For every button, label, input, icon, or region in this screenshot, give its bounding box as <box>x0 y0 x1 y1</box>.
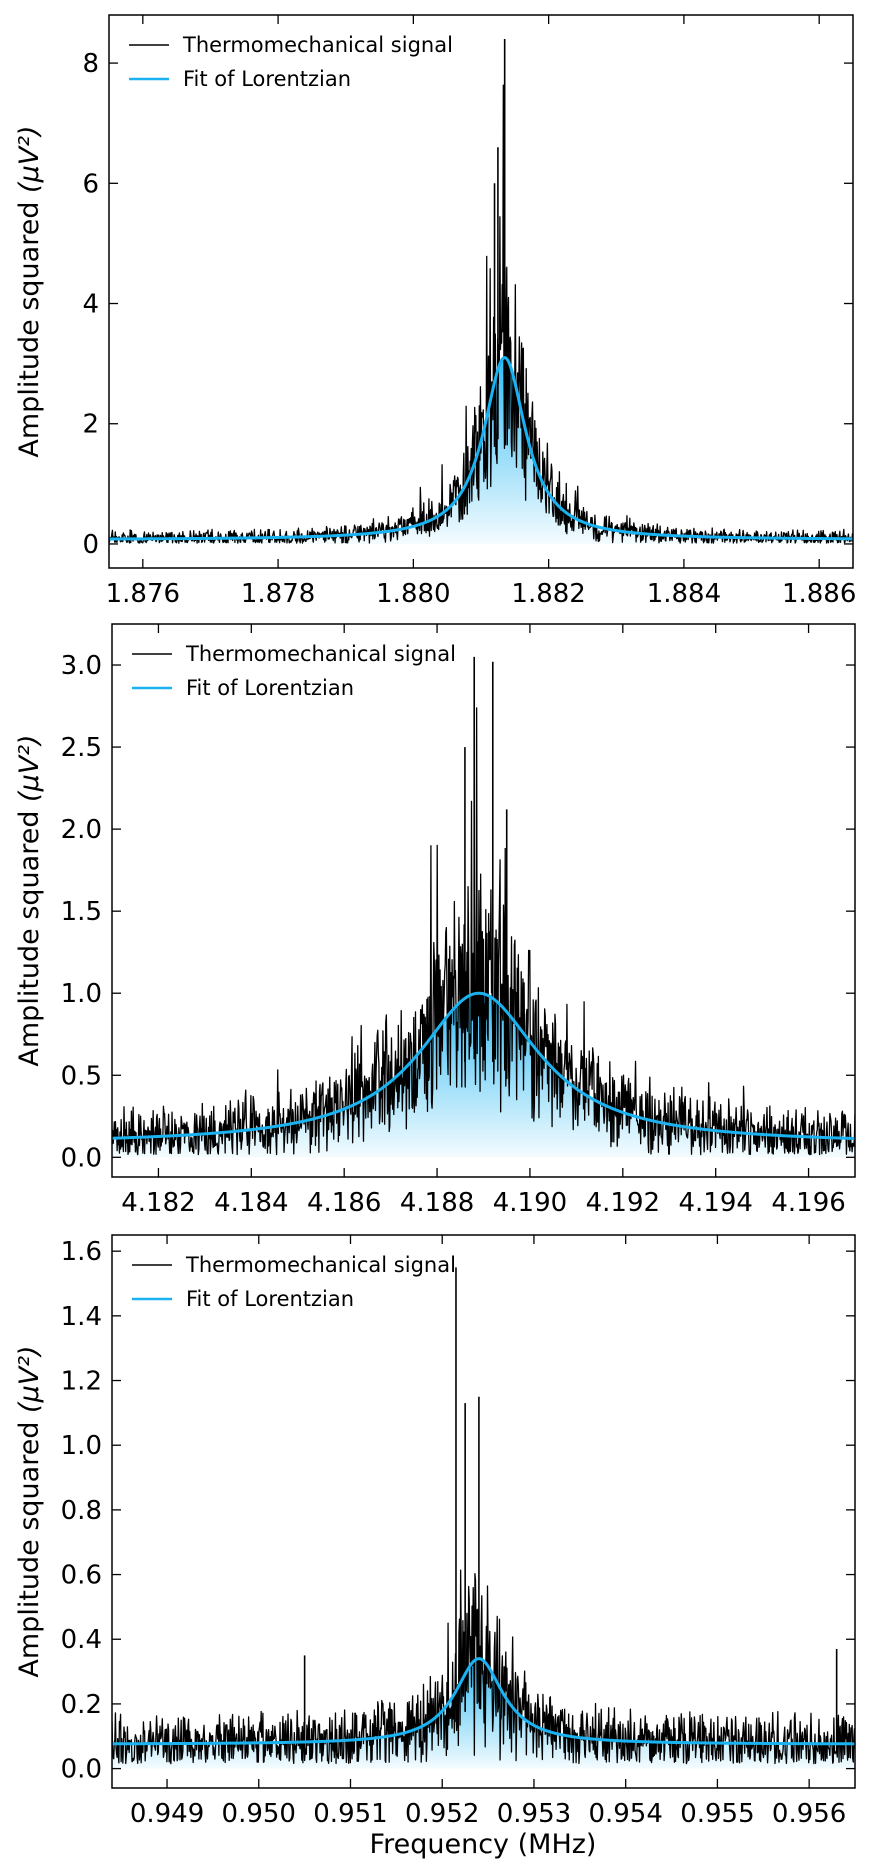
y-tick-label: 0.2 <box>61 1690 102 1720</box>
y-tick-label: 1.5 <box>61 897 102 927</box>
x-tick-label: 1.880 <box>376 579 450 609</box>
y-tick-label: 1.0 <box>61 1431 102 1461</box>
y-tick-label: 0.5 <box>61 1061 102 1091</box>
x-tick-label: 4.190 <box>493 1188 567 1218</box>
legend-signal-label: Thermomechanical signal <box>185 642 456 666</box>
y-axis-label: Amplitude squared (µV²) <box>14 1345 45 1677</box>
y-tick-label: 1.2 <box>61 1367 102 1397</box>
fit-line <box>109 356 853 541</box>
fit-area-fill <box>112 993 855 1158</box>
y-tick-label: 0.8 <box>61 1496 102 1526</box>
x-tick-label: 0.950 <box>222 1799 296 1829</box>
legend-fit-label: Fit of Lorentzian <box>186 676 354 700</box>
x-tick-label: 0.954 <box>588 1799 662 1829</box>
legend-signal-label: Thermomechanical signal <box>182 33 453 57</box>
y-tick-label: 0.6 <box>61 1561 102 1591</box>
y-tick-label: 2 <box>82 410 99 440</box>
x-tick-label: 4.196 <box>771 1188 845 1218</box>
x-tick-label: 1.876 <box>106 579 180 609</box>
x-tick-label: 0.949 <box>130 1799 204 1829</box>
y-tick-label: 0.0 <box>61 1143 102 1173</box>
x-tick-label: 4.188 <box>400 1188 474 1218</box>
x-tick-label: 4.182 <box>121 1188 195 1218</box>
y-tick-label: 8 <box>82 49 99 79</box>
axes-frame <box>111 623 856 1178</box>
y-tick-label: 3.0 <box>61 651 102 681</box>
chart-panel-2: 4.182 4.184 4.186 4.188 4.190 4.192 4.194 4.196… <box>14 623 856 1218</box>
y-tick-label: 4 <box>82 290 99 320</box>
chart-panel-1: 1.876 1.878 1.880 1.882 1.884 1.886 0 2 4 6 8 Ampli… <box>14 14 856 609</box>
fit-line <box>112 991 855 1141</box>
y-tick-label: 2.5 <box>61 733 102 763</box>
signal-line <box>112 1569 855 1765</box>
x-tick-label: 4.192 <box>586 1188 660 1218</box>
signal-line <box>112 707 855 1156</box>
chart-panel-3: 0.949 0.950 0.951 0.952 0.953 0.954 0.955 0.956… <box>14 1234 856 1829</box>
y-tick-label: 0 <box>82 530 99 560</box>
x-tick-label: 0.951 <box>313 1799 387 1829</box>
x-tick-label: 0.953 <box>497 1799 571 1829</box>
axes-frame <box>111 1234 856 1789</box>
y-tick-label: 6 <box>82 169 99 199</box>
legend: Thermomechanical signal Fit of Lorentzian <box>132 642 456 700</box>
legend: Thermomechanical signal Fit of Lorentzian <box>132 1253 456 1311</box>
legend: Thermomechanical signal Fit of Lorentzian <box>129 33 453 91</box>
y-tick-label: 1.0 <box>61 979 102 1009</box>
legend-fit-label: Fit of Lorentzian <box>186 1287 354 1311</box>
x-tick-label: 0.956 <box>772 1799 846 1829</box>
y-tick-label: 0.0 <box>61 1755 102 1785</box>
legend-fit-label: Fit of Lorentzian <box>183 67 351 91</box>
legend-signal-label: Thermomechanical signal <box>185 1253 456 1277</box>
x-axis-label: Frequency (MHz) <box>370 1829 597 1860</box>
y-tick-label: 1.4 <box>61 1302 102 1332</box>
x-tick-label: 1.886 <box>782 579 856 609</box>
x-tick-label: 0.952 <box>405 1799 479 1829</box>
y-tick-label: 0.4 <box>61 1625 102 1655</box>
axes-frame <box>108 14 854 569</box>
x-tick-label: 4.186 <box>307 1188 381 1218</box>
x-tick-label: 0.955 <box>680 1799 754 1829</box>
y-tick-label: 2.0 <box>61 815 102 845</box>
x-tick-label: 4.184 <box>214 1188 288 1218</box>
fit-line <box>112 1657 855 1746</box>
x-tick-label: 4.194 <box>678 1188 752 1218</box>
x-tick-label: 1.882 <box>511 579 585 609</box>
y-tick-label: 1.6 <box>61 1237 102 1267</box>
y-axis-label: Amplitude squared (µV²) <box>14 734 45 1066</box>
x-tick-label: 1.884 <box>647 579 721 609</box>
x-tick-label: 1.878 <box>241 579 315 609</box>
y-axis-label: Amplitude squared (µV²) <box>14 125 45 457</box>
